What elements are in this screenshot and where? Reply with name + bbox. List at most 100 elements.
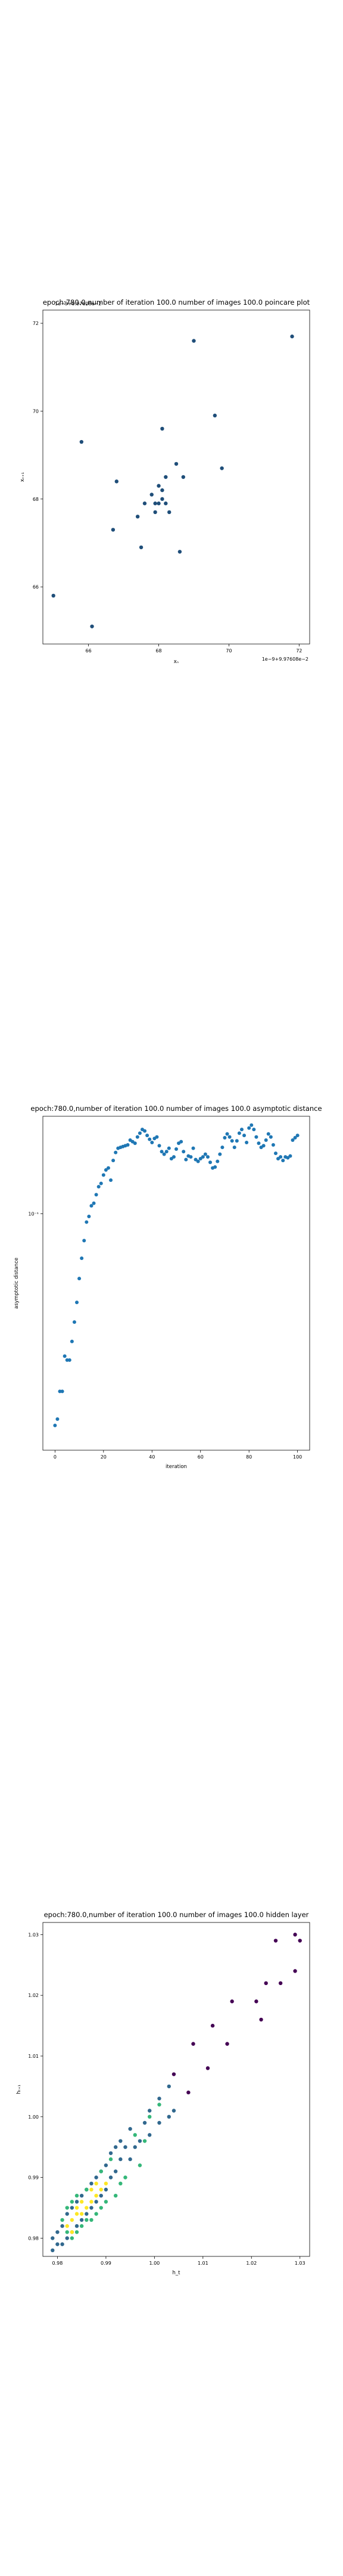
data-point [181, 475, 185, 479]
data-point [89, 2206, 93, 2210]
data-point [281, 1159, 285, 1163]
data-point [119, 2181, 123, 2186]
y-tick-label: 0.98 [28, 2236, 39, 2241]
data-point [94, 1193, 98, 1197]
x-axis-label: xₙ [174, 659, 179, 665]
x-tick-label: 0 [54, 1454, 57, 1460]
data-point [293, 1933, 297, 1937]
data-point [104, 1168, 108, 1172]
data-point [135, 515, 140, 519]
data-point [273, 1939, 278, 1943]
data-point [160, 497, 164, 501]
data-point [108, 2157, 113, 2162]
data-point [242, 1134, 247, 1138]
data-point [160, 1150, 164, 1154]
data-point [167, 510, 172, 515]
data-point [145, 1134, 149, 1138]
data-point [60, 2224, 64, 2228]
data-point [220, 466, 224, 470]
x-tick-label: 66 [86, 648, 92, 654]
data-point [148, 1137, 152, 1141]
data-point [79, 2200, 84, 2204]
data-point [164, 475, 168, 479]
y-axis-label: asymptotic distance [14, 1258, 20, 1309]
data-point [157, 501, 161, 506]
data-point [201, 1155, 205, 1159]
data-point [157, 484, 161, 488]
data-point [157, 1144, 161, 1148]
data-point [89, 2181, 93, 2186]
y-axis: 66 68 70 72 [33, 321, 43, 590]
data-point [257, 1141, 261, 1145]
data-point [113, 2145, 118, 2149]
data-point [252, 1128, 256, 1132]
data-point [89, 2187, 93, 2192]
data-point [142, 2139, 147, 2143]
data-point [79, 2212, 84, 2216]
data-point [80, 1256, 84, 1261]
data-point [60, 2242, 64, 2246]
data-point [138, 2163, 142, 2168]
data-point [94, 2212, 98, 2216]
chart-title: epoch:780.0,number of iteration 100.0 nu… [44, 1911, 309, 1919]
data-point [101, 1173, 105, 1177]
data-point [205, 2066, 210, 2070]
data-point [82, 1239, 86, 1243]
data-point [288, 1154, 292, 1158]
data-point [232, 1145, 236, 1150]
data-point [99, 2193, 103, 2198]
data-point [70, 1339, 74, 1343]
data-point [65, 2236, 69, 2240]
data-point [79, 2224, 84, 2228]
data-point [254, 1135, 258, 1139]
data-point [85, 1220, 89, 1224]
y-tick-label: 66 [33, 584, 39, 590]
data-point [194, 1157, 198, 1162]
x-tick-label: 1.00 [149, 2261, 160, 2266]
data-point [51, 2248, 55, 2253]
data-point [74, 2230, 79, 2234]
x-tick-label: 80 [246, 1454, 252, 1460]
data-point [213, 413, 217, 418]
data-point [55, 1417, 60, 1421]
data-point [70, 2230, 74, 2234]
data-point [104, 2163, 108, 2168]
data-point [298, 1939, 302, 1943]
y-tick-label: 1.03 [28, 1932, 39, 1937]
data-point [142, 2120, 147, 2125]
data-point [191, 1146, 195, 1150]
data-point [90, 624, 94, 628]
y-tick-label: 0.99 [28, 2175, 39, 2181]
data-point [153, 501, 157, 506]
data-point [70, 2218, 74, 2222]
data-point [51, 2236, 55, 2240]
data-point [108, 2175, 113, 2179]
data-point [135, 1135, 139, 1139]
data-points [51, 1933, 302, 2253]
data-point [75, 1301, 79, 1305]
data-point [167, 2084, 171, 2089]
data-point [223, 1136, 227, 1140]
data-point [72, 1320, 76, 1324]
x-axis-label: h_t [173, 2270, 181, 2276]
data-point [77, 1277, 82, 1281]
data-point [67, 1358, 71, 1362]
y-axis: 0.98 0.99 1.00 1.01 1.02 1.03 [28, 1932, 43, 2241]
chart-poincare: epoch:780.0,number of iteration 100.0 nu… [20, 298, 310, 665]
data-point [65, 2212, 69, 2216]
data-point [148, 2114, 152, 2119]
data-point [79, 2193, 84, 2198]
data-point [157, 2120, 161, 2125]
data-point [164, 501, 168, 506]
data-point [55, 2242, 60, 2246]
data-point [266, 1132, 270, 1136]
y-axis-label: xₙ₊₁ [20, 472, 26, 482]
data-point [85, 2187, 89, 2192]
data-point [245, 1140, 249, 1144]
data-point [264, 1981, 268, 1986]
data-point [142, 501, 147, 506]
data-point [106, 1166, 110, 1170]
x-axis: 66 68 70 72 [86, 644, 302, 654]
data-point [227, 1135, 232, 1139]
data-point [160, 488, 164, 493]
